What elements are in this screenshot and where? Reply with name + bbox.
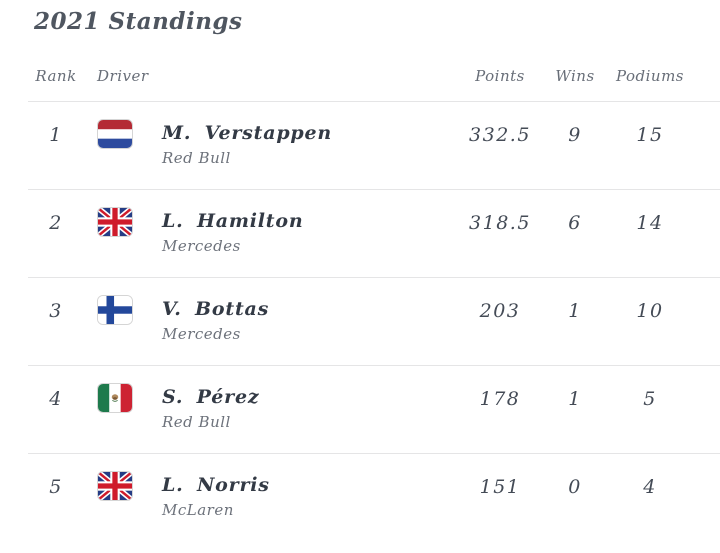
rank-value: 3 <box>49 300 63 322</box>
header-podiums: Podiums <box>616 66 684 85</box>
driver-cell: L. Norris McLaren <box>84 454 460 520</box>
driver-cell: V. Bottas Mercedes <box>84 278 460 344</box>
table-header-row: Rank Driver Points Wins Podiums <box>28 50 720 102</box>
table-body: 1 M. Verstappen Red Bull 332.5 9 15 2 L <box>0 102 720 542</box>
wins-value: 6 <box>568 212 582 234</box>
wins-value: 1 <box>568 388 582 410</box>
team-name: Mercedes <box>162 237 241 255</box>
rank-value: 5 <box>49 476 63 498</box>
driver-cell: L. Hamilton Mercedes <box>84 190 460 256</box>
points-value: 203 <box>479 300 521 322</box>
driver-info: L. Hamilton Mercedes <box>162 210 303 256</box>
driver-info: S. Pérez Red Bull <box>162 386 259 432</box>
rank-value: 4 <box>49 388 63 410</box>
points-value: 151 <box>479 476 521 498</box>
header-driver: Driver <box>97 66 149 85</box>
driver-info: M. Verstappen Red Bull <box>162 122 332 168</box>
driver-name: S. Pérez <box>162 386 260 408</box>
mexico-flag <box>97 383 133 413</box>
uk-flag <box>97 471 133 501</box>
driver-info: L. Norris McLaren <box>162 474 270 520</box>
table-row: 4 S. Pérez Red Bull 178 1 5 <box>28 366 720 454</box>
driver-name: L. Norris <box>162 474 270 496</box>
wins-value: 1 <box>568 300 582 322</box>
points-value: 332.5 <box>469 124 531 146</box>
uk-flag <box>97 207 133 237</box>
team-name: Mercedes <box>162 325 241 343</box>
podiums-value: 14 <box>636 212 664 234</box>
team-name: Red Bull <box>162 149 231 167</box>
driver-cell: S. Pérez Red Bull <box>84 366 460 432</box>
podiums-value: 5 <box>643 388 657 410</box>
table-row: 5 L. Norris McLaren 151 0 4 <box>28 454 720 542</box>
header-rank: Rank <box>35 66 77 85</box>
team-name: Red Bull <box>162 413 231 431</box>
table-row: 1 M. Verstappen Red Bull 332.5 9 15 <box>28 102 720 190</box>
rank-value: 1 <box>49 124 63 146</box>
netherlands-flag <box>97 119 133 149</box>
podiums-value: 15 <box>636 124 664 146</box>
table-row: 2 L. Hamilton Mercedes 318.5 6 14 <box>28 190 720 278</box>
rank-value: 2 <box>49 212 63 234</box>
podiums-value: 10 <box>636 300 664 322</box>
points-value: 178 <box>479 388 521 410</box>
finland-flag <box>97 295 133 325</box>
team-name: McLaren <box>162 501 234 519</box>
driver-name: V. Bottas <box>162 298 270 320</box>
points-value: 318.5 <box>469 212 531 234</box>
table-row: 3 V. Bottas Mercedes 203 1 10 <box>28 278 720 366</box>
driver-info: V. Bottas Mercedes <box>162 298 269 344</box>
driver-name: L. Hamilton <box>162 210 304 232</box>
driver-cell: M. Verstappen Red Bull <box>84 102 460 168</box>
page-title: 2021 Standings <box>34 8 243 35</box>
standings-table: Rank Driver Points Wins Podiums 1 M. Ver… <box>0 50 720 542</box>
header-points: Points <box>475 66 525 85</box>
wins-value: 0 <box>568 476 582 498</box>
podiums-value: 4 <box>643 476 657 498</box>
header-wins: Wins <box>555 66 595 85</box>
wins-value: 9 <box>568 124 582 146</box>
driver-name: M. Verstappen <box>162 122 333 144</box>
